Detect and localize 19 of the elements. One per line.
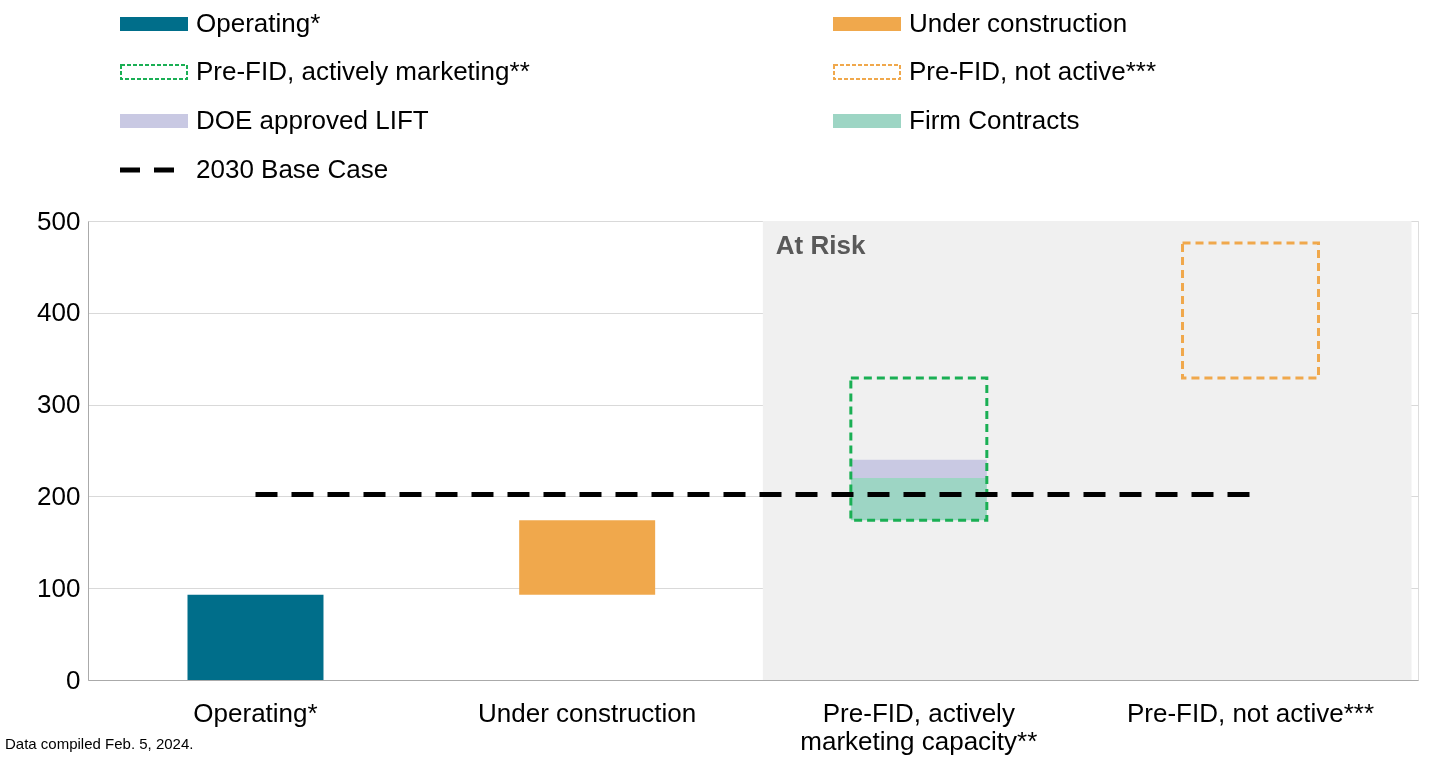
x-tick-label: Pre-FID, actively marketing capacity**: [800, 697, 1038, 756]
legend-label: Pre-FID, not active***: [909, 56, 1157, 86]
y-tick-label: 0: [66, 664, 81, 695]
x-tick-label: Operating*: [193, 697, 318, 728]
y-tick-label: 400: [37, 297, 81, 328]
y-tick-label: 300: [37, 389, 81, 420]
y-tick-label: 100: [37, 572, 81, 603]
x-tick-label: Pre-FID, not active***: [1126, 697, 1375, 728]
band-label: At Risk: [775, 230, 866, 260]
x-tick-label: Under construction: [478, 697, 697, 728]
legend-label: DOE approved LIFT: [196, 105, 429, 135]
y-tick-label: 500: [37, 205, 81, 236]
legend-label: 2030 Base Case: [196, 154, 389, 184]
y-tick-label: 200: [37, 480, 81, 511]
legend-label: Under construction: [909, 8, 1128, 38]
legend-label: Firm Contracts: [909, 105, 1080, 135]
text: Data compiled Feb. 5, 2024.: [5, 735, 194, 752]
legend-label: Pre-FID, actively marketing**: [196, 56, 530, 86]
legend-label: Operating*: [196, 8, 321, 38]
